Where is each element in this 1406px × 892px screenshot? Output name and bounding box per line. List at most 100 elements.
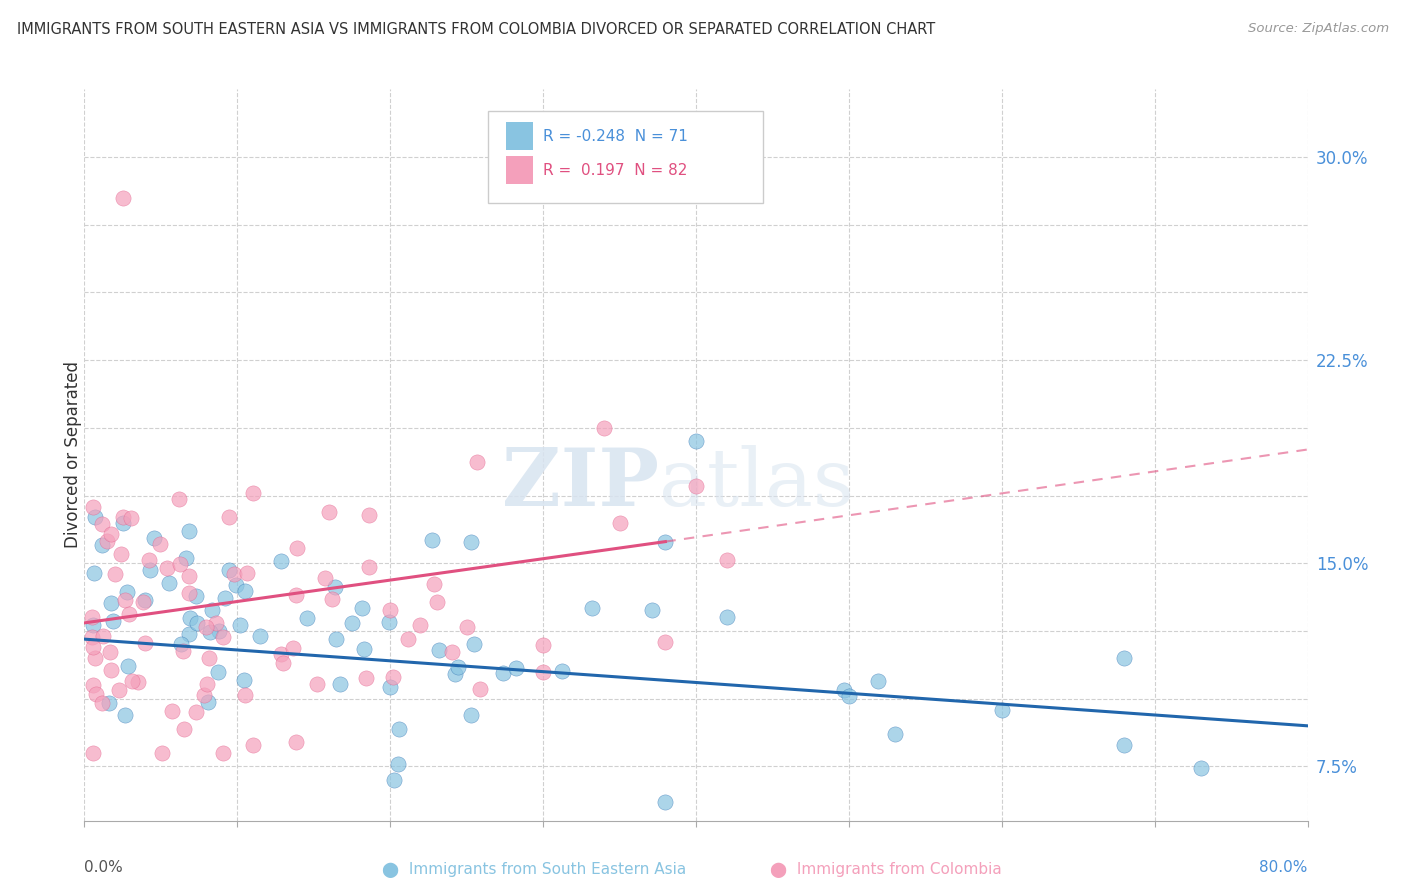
Point (492, 665, 515, 680)
FancyBboxPatch shape (488, 112, 763, 202)
Point (866, 674, 889, 689)
Point (117, 659, 139, 673)
Point (132, 595, 155, 609)
Point (1114, 738, 1136, 752)
Point (420, 533, 443, 547)
Point (127, 675, 149, 690)
Text: IMMIGRANTS FROM SOUTH EASTERN ASIA VS IMMIGRANTS FROM COLOMBIA DIVORCED OR SEPAR: IMMIGRANTS FROM SOUTH EASTERN ASIA VS IM… (17, 22, 935, 37)
Point (441, 645, 464, 659)
Point (195, 620, 218, 634)
Point (169, 558, 191, 572)
Text: 0.0%: 0.0% (84, 860, 124, 874)
Point (550, 664, 572, 678)
Text: 80.0%: 80.0% (1260, 860, 1308, 874)
Point (193, 688, 215, 702)
Point (218, 563, 240, 577)
Point (380, 603, 402, 617)
Point (325, 580, 347, 594)
Point (114, 708, 136, 723)
Point (716, 553, 738, 567)
Point (207, 665, 229, 679)
Point (281, 640, 304, 655)
Point (271, 657, 294, 671)
Point (186, 615, 208, 630)
Point (176, 550, 198, 565)
Point (108, 682, 131, 697)
Point (134, 593, 156, 607)
Point (609, 516, 631, 530)
Point (685, 434, 707, 449)
Point (218, 510, 240, 524)
Point (307, 676, 329, 690)
Point (225, 578, 247, 592)
Point (177, 569, 200, 583)
Point (388, 723, 411, 737)
Point (195, 677, 218, 691)
Text: R =  0.197  N = 82: R = 0.197 N = 82 (543, 163, 688, 178)
Point (184, 589, 207, 603)
Point (101, 615, 124, 629)
Point (208, 624, 231, 638)
Point (426, 595, 449, 609)
Point (233, 688, 256, 702)
Point (382, 772, 405, 787)
Point (80, 630, 103, 644)
Point (716, 609, 738, 624)
Point (100, 595, 122, 609)
Point (179, 627, 201, 641)
Point (285, 541, 308, 556)
Point (114, 593, 136, 607)
Text: ZIP: ZIP (502, 445, 659, 524)
Point (423, 576, 446, 591)
Point (685, 479, 707, 493)
Point (167, 491, 190, 506)
Point (83, 566, 105, 580)
Point (427, 643, 450, 657)
Point (1189, 761, 1212, 775)
Point (409, 618, 432, 632)
Point (233, 673, 256, 687)
Point (284, 735, 307, 749)
Point (531, 665, 554, 680)
Point (353, 642, 375, 657)
Point (121, 673, 143, 688)
Point (139, 563, 162, 577)
Point (249, 629, 271, 643)
Point (134, 636, 156, 650)
Point (446, 660, 468, 674)
Point (354, 671, 377, 685)
Point (162, 704, 184, 718)
Point (112, 509, 135, 524)
Point (120, 511, 142, 525)
Y-axis label: Divorced or Separated: Divorced or Separated (65, 361, 82, 549)
Point (84, 650, 107, 665)
Point (86, 687, 108, 701)
Point (460, 707, 482, 722)
Point (654, 795, 676, 809)
Point (90, 516, 112, 531)
Point (82, 746, 104, 760)
Point (111, 190, 134, 204)
Point (380, 680, 402, 694)
Text: R = -0.248  N = 71: R = -0.248 N = 71 (543, 128, 688, 144)
Point (115, 585, 138, 599)
Point (104, 566, 127, 581)
Point (321, 591, 343, 606)
Point (179, 611, 201, 625)
Point (205, 616, 228, 631)
Point (111, 516, 134, 530)
FancyBboxPatch shape (506, 122, 533, 150)
Point (212, 746, 235, 760)
Point (149, 536, 172, 550)
Point (236, 566, 259, 580)
Point (214, 591, 236, 606)
Point (157, 576, 180, 591)
Point (465, 454, 488, 468)
Point (378, 615, 401, 629)
Point (654, 635, 676, 649)
Point (242, 738, 264, 752)
Point (90, 696, 112, 710)
Point (329, 676, 352, 690)
Point (270, 554, 292, 568)
Point (197, 695, 219, 709)
